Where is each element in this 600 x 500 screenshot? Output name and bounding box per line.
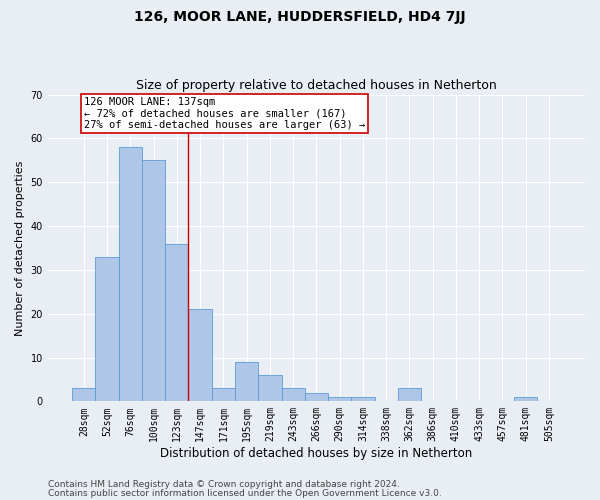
Title: Size of property relative to detached houses in Netherton: Size of property relative to detached ho…: [136, 79, 497, 92]
Text: Contains public sector information licensed under the Open Government Licence v3: Contains public sector information licen…: [48, 488, 442, 498]
Bar: [142, 160, 165, 402]
Bar: [212, 388, 235, 402]
X-axis label: Distribution of detached houses by size in Netherton: Distribution of detached houses by size …: [160, 447, 473, 460]
Bar: [281, 388, 305, 402]
Y-axis label: Number of detached properties: Number of detached properties: [15, 160, 25, 336]
Bar: [235, 362, 258, 402]
Bar: [514, 397, 538, 402]
Bar: [305, 392, 328, 402]
Bar: [258, 375, 281, 402]
Text: 126, MOOR LANE, HUDDERSFIELD, HD4 7JJ: 126, MOOR LANE, HUDDERSFIELD, HD4 7JJ: [134, 10, 466, 24]
Bar: [328, 397, 351, 402]
Text: Contains HM Land Registry data © Crown copyright and database right 2024.: Contains HM Land Registry data © Crown c…: [48, 480, 400, 489]
Bar: [398, 388, 421, 402]
Text: 126 MOOR LANE: 137sqm
← 72% of detached houses are smaller (167)
27% of semi-det: 126 MOOR LANE: 137sqm ← 72% of detached …: [84, 96, 365, 130]
Bar: [351, 397, 374, 402]
Bar: [72, 388, 95, 402]
Bar: [188, 310, 212, 402]
Bar: [119, 147, 142, 402]
Bar: [95, 256, 119, 402]
Bar: [165, 244, 188, 402]
